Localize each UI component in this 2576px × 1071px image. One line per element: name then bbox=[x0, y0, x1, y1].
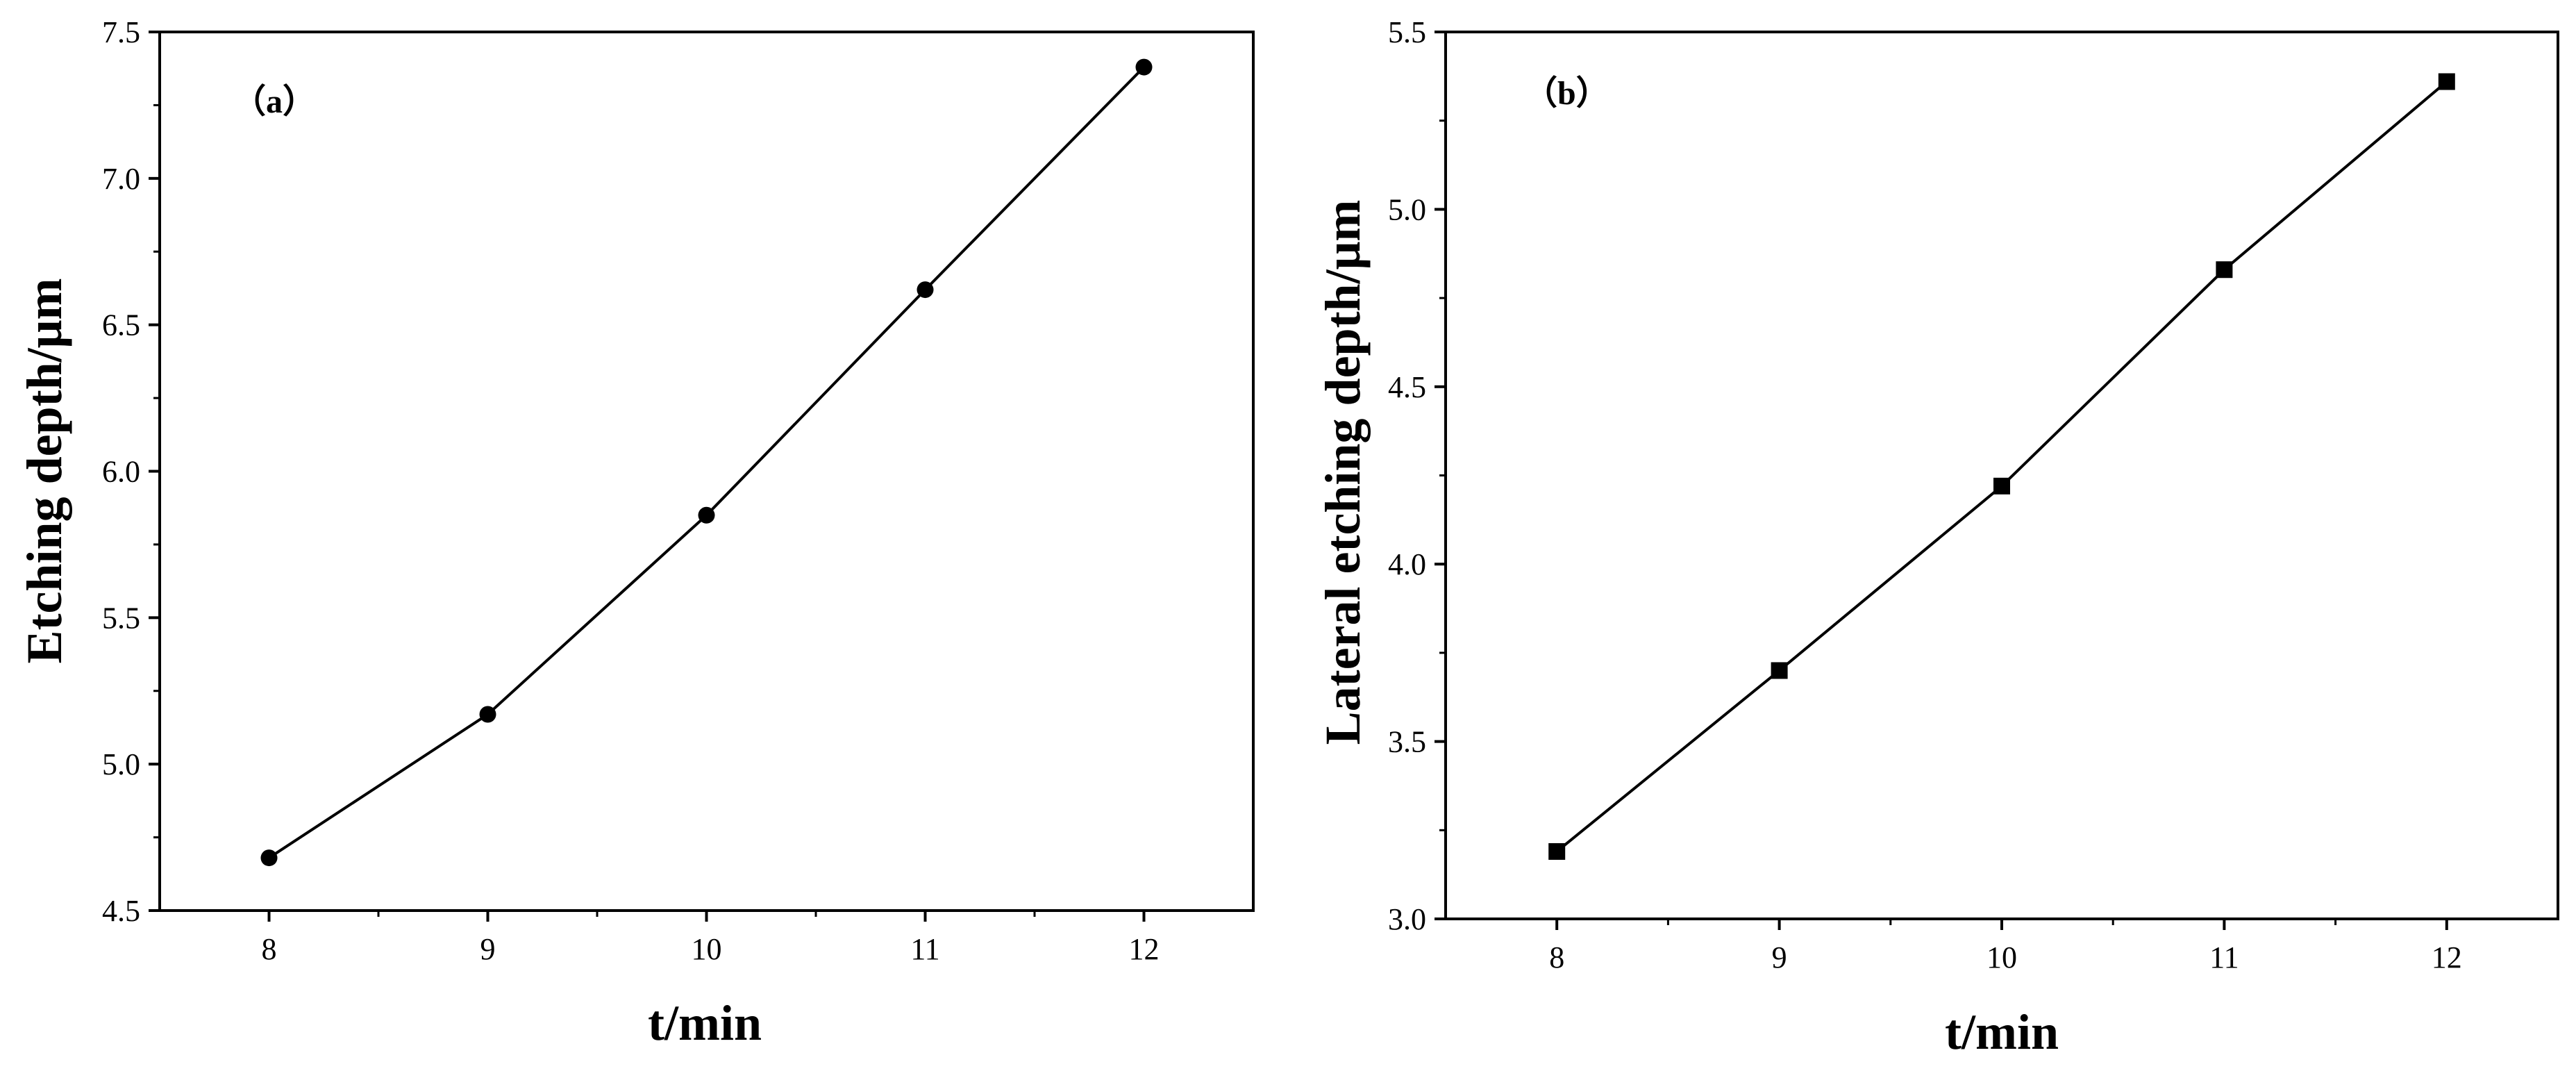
data-series bbox=[1548, 73, 2455, 860]
x-tick-label: 8 bbox=[262, 932, 277, 966]
x-tick-label: 12 bbox=[2432, 940, 2462, 974]
series-line bbox=[1555, 80, 2448, 853]
x-tick-label: 9 bbox=[480, 932, 496, 966]
y-tick-label: 7.0 bbox=[102, 162, 140, 196]
panel-label: （b） bbox=[1524, 75, 1609, 112]
panel-label: （a） bbox=[233, 83, 316, 120]
x-tick-label: 9 bbox=[1772, 940, 1787, 974]
x-axis-title: t/min bbox=[648, 995, 762, 1051]
y-tick-label: 4.0 bbox=[1388, 547, 1426, 581]
plot-frame bbox=[158, 31, 1255, 912]
y-tick-label: 5.5 bbox=[102, 601, 140, 635]
y-tick-label: 7.5 bbox=[102, 15, 140, 49]
data-point bbox=[260, 849, 278, 867]
y-tick-label: 4.5 bbox=[102, 894, 140, 928]
x-axis-title: t/min bbox=[1945, 1004, 2059, 1060]
y-tick-label: 5.0 bbox=[1388, 192, 1426, 226]
data-point bbox=[917, 281, 934, 299]
data-point bbox=[2216, 261, 2233, 279]
data-point bbox=[479, 706, 496, 723]
y-tick-label: 4.5 bbox=[1388, 370, 1426, 404]
series-line bbox=[268, 66, 1145, 859]
data-point bbox=[1135, 58, 1153, 76]
x-tick-label: 12 bbox=[1129, 932, 1160, 966]
data-point bbox=[1771, 662, 1788, 679]
y-tick-label: 3.0 bbox=[1388, 902, 1426, 936]
y-tick-label: 6.0 bbox=[102, 455, 140, 489]
y-tick-label: 5.5 bbox=[1388, 15, 1426, 49]
y-tick-label: 5.0 bbox=[102, 747, 140, 781]
data-series bbox=[260, 58, 1153, 867]
y-tick-label: 6.5 bbox=[102, 308, 140, 342]
y-tick-label: 3.5 bbox=[1388, 725, 1426, 759]
axis-ticks: 8 9 10 11 12 4.5 5.0 5.5 6.0 6.5 7.0 7.5 bbox=[102, 15, 1160, 966]
chart-panel-b: 8 9 10 11 12 3.0 3.5 4.0 4.5 5.0 5.5 （b） t/min Lat… bbox=[1315, 15, 2559, 1060]
x-tick-label: 10 bbox=[692, 932, 722, 966]
data-point bbox=[1993, 477, 2010, 495]
axis-ticks: 8 9 10 11 12 3.0 3.5 4.0 4.5 5.0 5.5 bbox=[1388, 15, 2462, 974]
data-point bbox=[2438, 73, 2455, 90]
y-axis-title: Etching depth/μm bbox=[17, 279, 72, 664]
data-point bbox=[698, 506, 715, 524]
chart-panel-a: 8 9 10 11 124.55.05.56.06.57.07.5 （a） t/min … bbox=[17, 15, 1255, 1051]
x-tick-label: 10 bbox=[1987, 940, 2017, 974]
y-axis-title: Lateral etching depth/μm bbox=[1315, 200, 1371, 745]
x-tick-label: 11 bbox=[910, 932, 939, 966]
x-tick-label: 8 bbox=[1549, 940, 1564, 974]
plot-frame bbox=[1444, 31, 2559, 920]
data-point bbox=[1548, 842, 1566, 860]
x-tick-label: 11 bbox=[2209, 940, 2239, 974]
